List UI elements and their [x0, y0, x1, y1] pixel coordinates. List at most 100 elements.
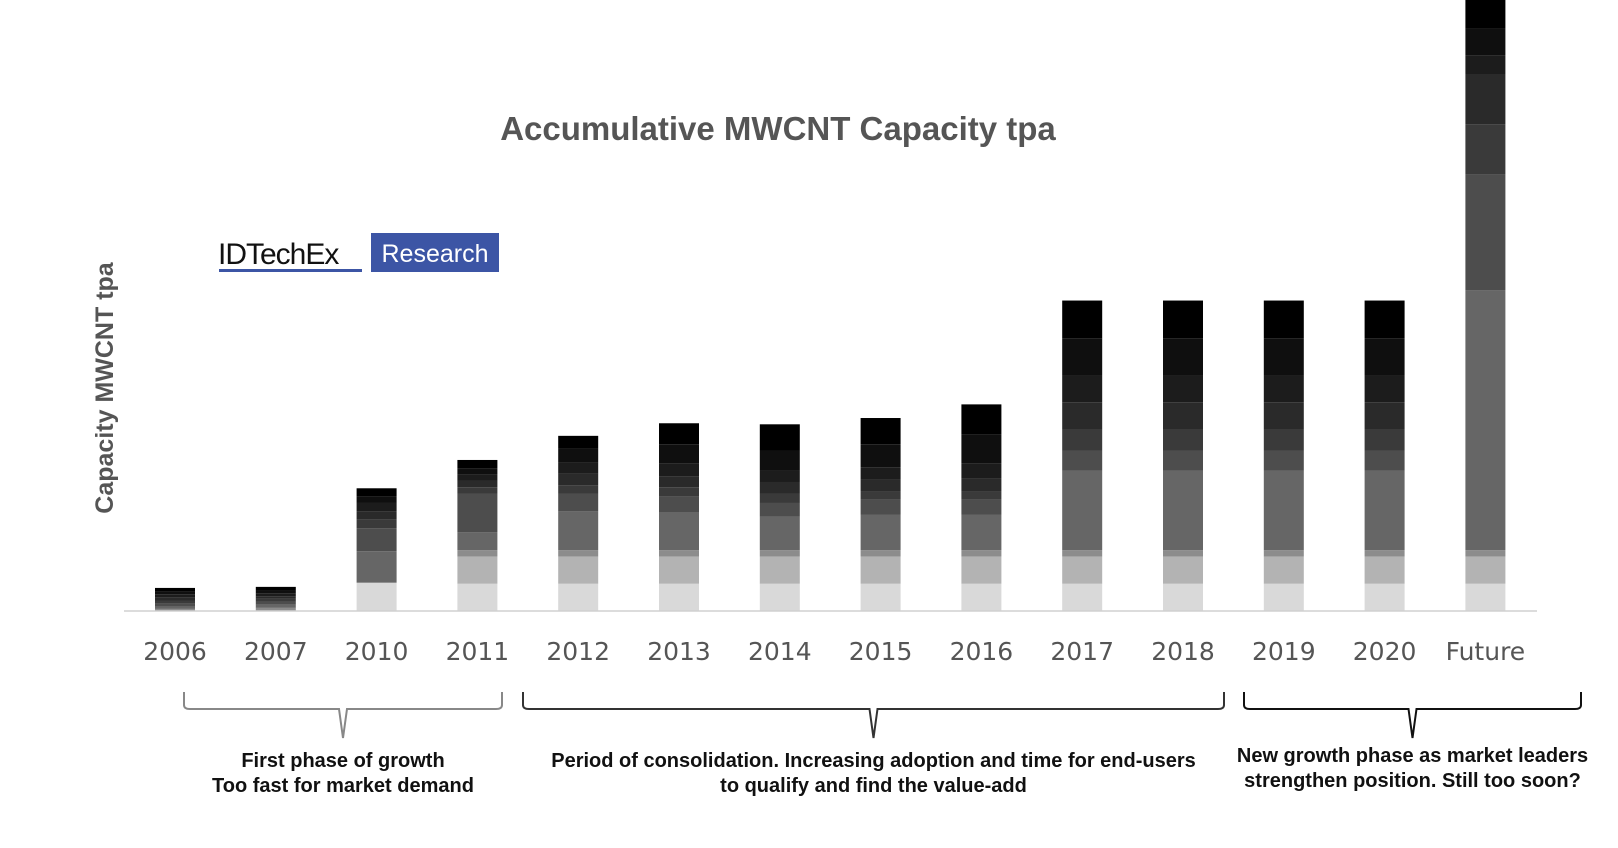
bar-segment-2011-5: [457, 487, 498, 494]
bar-segment-2017-5: [1062, 429, 1103, 451]
y-axis-label: Capacity MWCNT tpa: [91, 261, 119, 514]
bar-segment-2020-9: [1364, 300, 1405, 339]
phase-caption: Period of consolidation. Increasing adop…: [551, 750, 1196, 772]
bar-segment-2013-8: [659, 444, 699, 464]
bar-segment-Future-1: [1465, 556, 1506, 584]
bar-segment-2018-9: [1163, 300, 1203, 339]
phase-caption: to qualify and find the value-add: [720, 775, 1027, 797]
bar-segment-2017-1: [1062, 556, 1103, 584]
bar-segment-2015-4: [860, 499, 901, 515]
bar-segment-2014-0: [759, 583, 800, 611]
bar-segment-2010-0: [356, 582, 397, 611]
bar-segment-2007-9: [255, 586, 296, 591]
phase-caption: New growth phase as market leaders: [1237, 745, 1588, 767]
bar-segment-2013-0: [659, 583, 699, 611]
phase-annotations: First phase of growth Too fast for market…: [183, 692, 1588, 797]
bar-segment-2011-3: [457, 532, 498, 551]
bar-segment-2010-8: [356, 496, 397, 503]
bar-segment-2014-3: [759, 516, 800, 551]
bar-segment-2017-4: [1062, 450, 1103, 471]
bar-segment-2014-8: [759, 450, 800, 471]
bar-segment-2011-8: [457, 468, 498, 475]
bar-segment-2012-8: [558, 448, 599, 463]
bar-segment-Future-5: [1465, 124, 1506, 175]
bar-segment-2018-5: [1163, 429, 1203, 451]
bar-segment-2007-2: [255, 607, 296, 611]
bar-segment-2020-4: [1364, 450, 1405, 471]
bar-segment-2010-7: [356, 502, 397, 512]
bar-segment-2014-5: [759, 493, 800, 503]
logo-underline: [219, 269, 362, 272]
bar-segment-Future-6: [1465, 73, 1506, 125]
bar-segment-2019-9: [1263, 300, 1304, 339]
bar-segment-Future-4: [1465, 174, 1506, 291]
x-tick-label: 2012: [546, 637, 610, 666]
bar-segment-2011-9: [457, 459, 498, 469]
phase-caption: Too fast for market demand: [212, 775, 474, 797]
bar-segment-2013-6: [659, 476, 699, 488]
bar-segment-2014-1: [759, 556, 800, 584]
bar-segment-2018-1: [1163, 556, 1203, 584]
bar-segment-2016-4: [961, 499, 1002, 515]
bar-segment-2006-5: [155, 600, 195, 604]
bar-segment-2011-6: [457, 480, 498, 488]
bar-segment-2018-6: [1163, 402, 1203, 430]
bar-segment-2006-4: [155, 603, 195, 607]
bar-segment-2018-8: [1163, 338, 1203, 376]
bar-segment-2007-6: [255, 596, 296, 599]
bar-segment-2017-3: [1062, 470, 1103, 551]
bar-segment-2011-7: [457, 474, 498, 481]
bar-segment-2006-3: [155, 606, 195, 609]
bar-segment-2014-4: [759, 502, 800, 517]
bar-segment-2015-3: [860, 514, 901, 551]
bar-segment-Future-3: [1465, 290, 1506, 551]
bar-segment-2012-6: [558, 473, 599, 486]
bar-segment-2019-7: [1263, 375, 1304, 403]
bar-segment-2015-0: [860, 583, 901, 611]
bar-segment-2020-7: [1364, 375, 1405, 403]
logo-research-box: [371, 233, 499, 272]
bar-segment-2017-8: [1062, 338, 1103, 376]
bar-segment-2012-4: [558, 493, 599, 512]
bar-segment-2010-5: [356, 519, 397, 529]
bar-segment-2016-8: [961, 434, 1002, 464]
bar-segment-2012-0: [558, 583, 599, 611]
bar-segment-2014-2: [759, 550, 800, 557]
bar-segment-2011-1: [457, 556, 498, 584]
chart-title: Accumulative MWCNT Capacity tpa: [500, 110, 1056, 147]
bar-segment-2012-9: [558, 435, 599, 449]
bar-segment-2012-7: [558, 462, 599, 474]
x-tick-label: 2013: [647, 637, 711, 666]
x-tick-label: Future: [1446, 637, 1526, 666]
x-tick-label: 2019: [1252, 637, 1316, 666]
phase-caption: First phase of growth: [241, 750, 444, 772]
bar-segment-2018-3: [1163, 470, 1203, 551]
phase-caption: strengthen position. Still too soon?: [1244, 770, 1581, 792]
bar-segment-2007-8: [255, 590, 296, 594]
bar-segment-2013-1: [659, 556, 699, 584]
bars-layer: [155, 0, 1506, 611]
bar-segment-2013-3: [659, 512, 699, 551]
bar-segment-2011-4: [457, 493, 498, 533]
bar-segment-Future-9: [1465, 0, 1506, 29]
bar-segment-2016-0: [961, 583, 1002, 611]
phase-bracket: [522, 692, 1225, 739]
x-tick-label: 2015: [849, 637, 913, 666]
bar-segment-2016-3: [961, 514, 1002, 551]
bar-segment-2015-1: [860, 556, 901, 584]
idtechex-logo: IDTechEx Research: [218, 233, 499, 272]
bar-segment-2018-0: [1163, 583, 1203, 611]
bar-segment-2010-3: [356, 551, 397, 583]
bar-segment-2010-9: [356, 488, 397, 497]
bar-segment-2006-8: [155, 591, 195, 595]
bar-segment-2019-8: [1263, 338, 1304, 376]
bar-segment-2019-1: [1263, 556, 1304, 584]
x-tick-label: 2010: [345, 637, 409, 666]
bar-segment-2014-7: [759, 470, 800, 482]
bar-segment-2007-4: [255, 601, 296, 605]
bar-segment-2007-5: [255, 598, 296, 602]
bar-segment-2015-9: [860, 418, 901, 445]
bar-segment-2020-0: [1364, 583, 1405, 611]
bar-segment-2014-9: [759, 424, 800, 451]
bar-segment-2013-5: [659, 487, 699, 497]
